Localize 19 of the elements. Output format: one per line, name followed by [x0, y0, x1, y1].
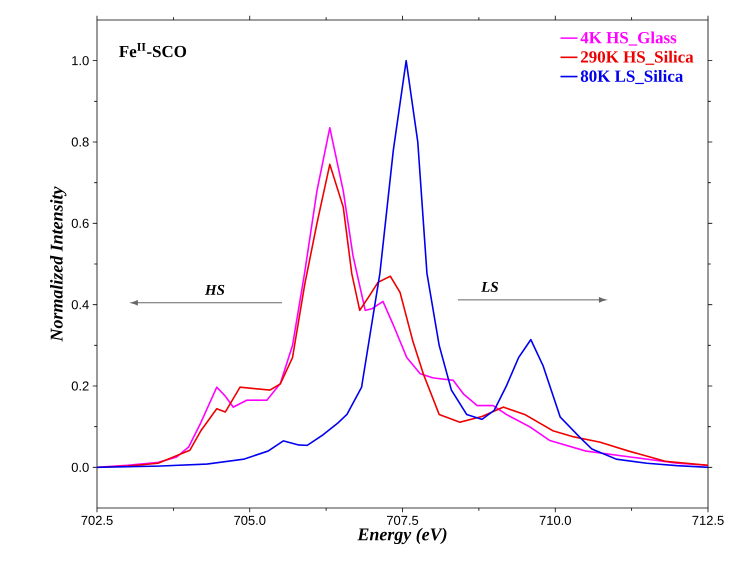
x-tick-label: 707.5 [386, 516, 418, 525]
y-tick-label: 0.0 [72, 462, 89, 472]
legend-label: 80K LS_Silica [580, 70, 684, 84]
x-tick-label: 710.0 [540, 516, 571, 525]
y-axis-title: Normalized Intensity [50, 186, 66, 342]
annotation: LS [481, 282, 498, 292]
annotation: Fe$^{II}$-SCO [119, 43, 186, 58]
x-tick-label: 705.0 [234, 516, 266, 525]
y-tick-label: 0.6 [72, 218, 89, 228]
y-tick-label: 0.2 [72, 381, 89, 391]
x-axis-title: Energy (eV) [357, 528, 446, 544]
y-tick-label: 1.0 [72, 56, 89, 66]
y-tick-label: 0.4 [72, 300, 89, 310]
y-tick-label: 0.8 [72, 137, 89, 147]
x-tick-label: 712.5 [692, 516, 724, 525]
legend-label: 290K HS_Silica [580, 50, 694, 65]
legend-label: 4K HS_Glass [580, 32, 676, 46]
x-tick-label: 702.5 [81, 516, 113, 525]
annotation: HS [204, 284, 224, 295]
